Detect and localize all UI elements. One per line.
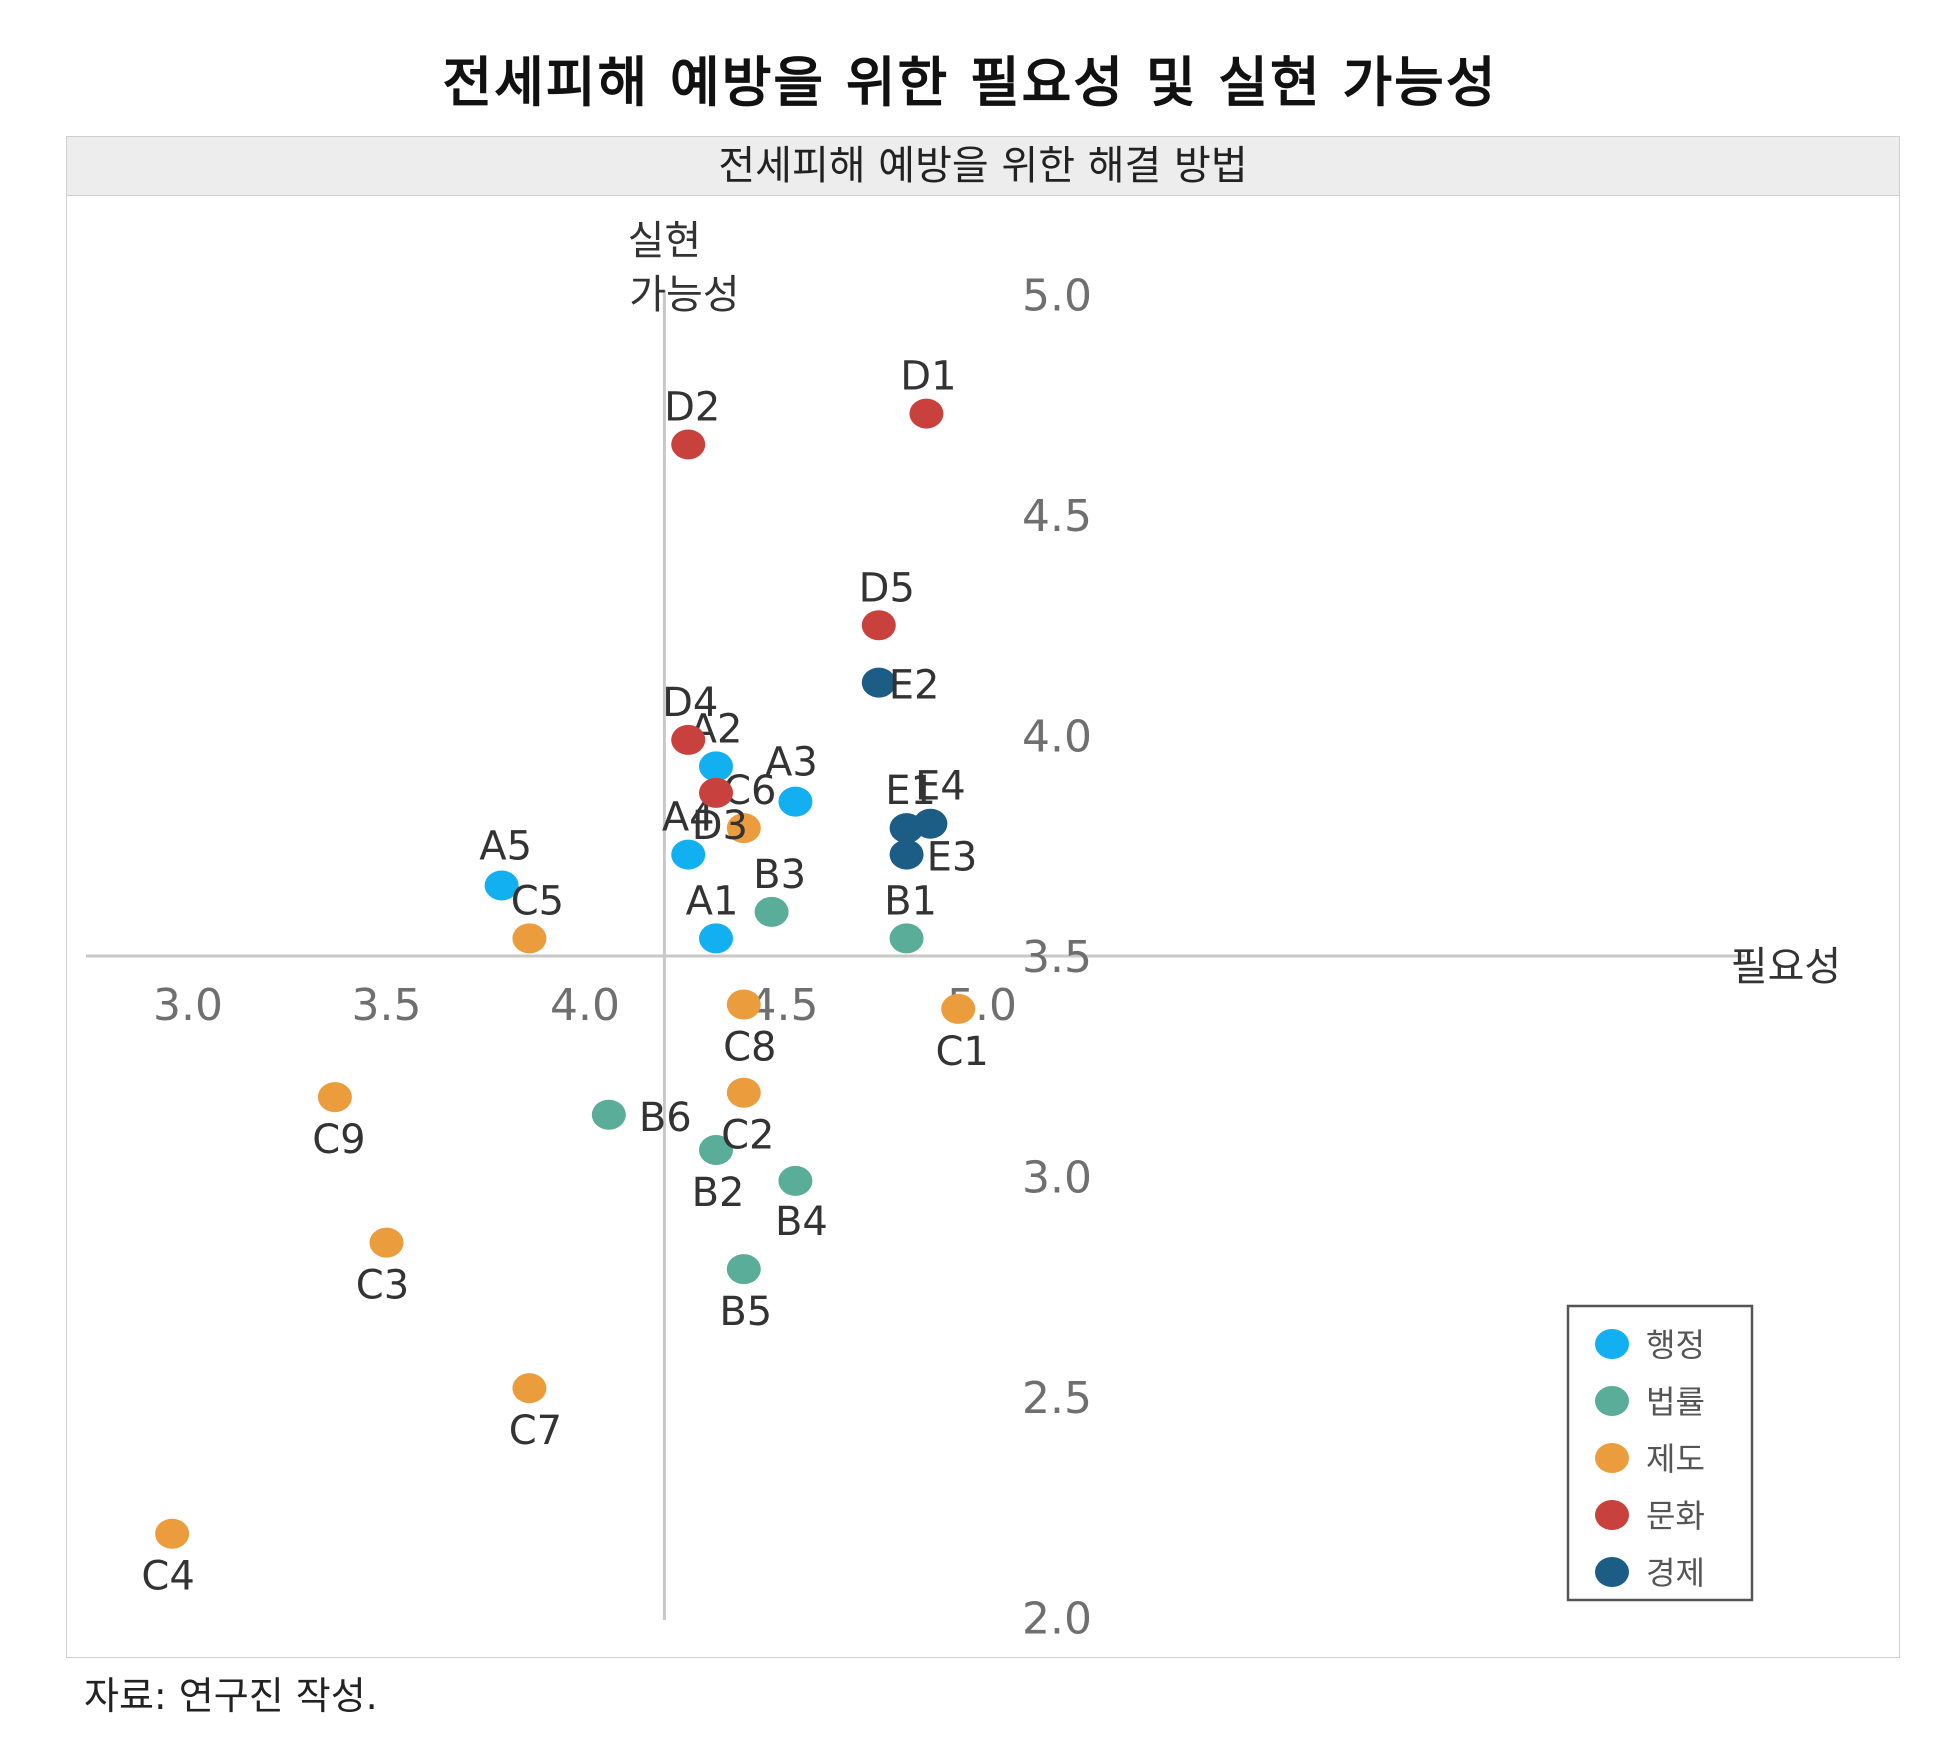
data-point-b2 [699, 1135, 734, 1166]
data-point-b1 [889, 923, 924, 954]
data-label-c4: C4 [141, 1554, 194, 1600]
data-point-b6 [591, 1099, 626, 1130]
y-tick-label: 2.5 [1022, 1373, 1092, 1424]
data-label-d3: D3 [692, 803, 748, 849]
data-point-c6 [726, 813, 761, 844]
data-point-c9 [317, 1082, 352, 1113]
data-label-b1: B1 [884, 878, 937, 924]
data-point-a3 [778, 786, 813, 817]
data-point-a5 [484, 870, 519, 901]
data-point-a4 [671, 839, 706, 870]
data-label-b3: B3 [753, 852, 806, 898]
data-point-d2 [671, 429, 706, 460]
legend-marker-3 [1595, 1443, 1629, 1473]
data-label-d4: D4 [662, 680, 718, 726]
data-label-e3: E3 [927, 835, 978, 881]
x-tick-label: 3.5 [352, 980, 422, 1031]
data-label-a5: A5 [479, 823, 532, 869]
data-point-c2 [726, 1077, 761, 1108]
data-label-d1: D1 [900, 354, 956, 400]
data-point-d4 [671, 724, 706, 755]
data-label-b4: B4 [775, 1199, 828, 1245]
data-point-c5 [512, 923, 547, 954]
data-point-c3 [369, 1227, 404, 1258]
data-label-d5: D5 [859, 565, 915, 611]
y-tick-label: 3.5 [1022, 932, 1092, 983]
legend-marker-5 [1595, 1557, 1629, 1587]
data-point-b3 [754, 896, 789, 927]
data-label-c9: C9 [312, 1117, 365, 1163]
data-point-b4 [778, 1165, 813, 1196]
data-label-b2: B2 [692, 1170, 745, 1216]
data-label-a3: A3 [765, 740, 818, 786]
legend-marker-2 [1595, 1386, 1629, 1416]
x-tick-label: 3.0 [153, 980, 223, 1031]
y-tick-label: 4.5 [1022, 491, 1092, 542]
data-point-c4 [155, 1518, 190, 1549]
y-axis-title-line2: 가능성 [629, 272, 739, 318]
data-label-c8: C8 [723, 1025, 776, 1071]
data-point-d5 [861, 610, 896, 641]
data-label-c5: C5 [511, 878, 564, 924]
legend-marker-1 [1595, 1329, 1629, 1359]
data-label-e4: E4 [915, 764, 966, 810]
data-point-a2 [699, 751, 734, 782]
legend-marker-4 [1595, 1500, 1629, 1530]
x-axis-title: 필요성 [1731, 944, 1841, 990]
data-label-e1: E1 [885, 768, 936, 814]
data-label-e2: E2 [889, 663, 940, 709]
data-label-c2: C2 [721, 1113, 774, 1159]
data-point-d1 [909, 398, 944, 429]
legend-label-1: 행정 [1646, 1326, 1705, 1364]
data-label-a1: A1 [686, 878, 739, 924]
data-label-c3: C3 [356, 1263, 409, 1309]
data-label-b5: B5 [719, 1289, 772, 1335]
source-note: 자료: 연구진 작성. [84, 1674, 378, 1718]
data-point-d3 [699, 777, 734, 808]
y-axis-title-line1: 실현 [628, 218, 702, 264]
legend-label-4: 문화 [1646, 1497, 1705, 1535]
y-tick-label: 5.0 [1022, 271, 1092, 322]
data-label-b6: B6 [639, 1095, 692, 1141]
data-point-e2 [861, 667, 896, 698]
x-tick-label: 4.0 [550, 980, 620, 1031]
data-point-c7 [512, 1373, 547, 1404]
chart-subtitle: 전세피해 예방을 위한 해결 방법 [67, 137, 1899, 196]
data-point-e4 [913, 808, 948, 839]
y-tick-label: 3.0 [1022, 1153, 1092, 1204]
data-point-c8 [726, 989, 761, 1020]
y-tick-label: 4.0 [1022, 712, 1092, 763]
data-point-c1 [941, 993, 976, 1024]
legend-label-2: 법률 [1646, 1383, 1705, 1421]
data-point-e3 [889, 839, 924, 870]
legend-label-3: 제도 [1646, 1440, 1705, 1478]
y-tick-label: 2.0 [1022, 1594, 1092, 1645]
data-label-c1: C1 [935, 1029, 988, 1075]
legend-label-5: 경제 [1646, 1554, 1705, 1592]
data-label-d2: D2 [664, 384, 720, 430]
data-point-a1 [699, 923, 734, 954]
page-title: 전세피해 예방을 위한 필요성 및 실현 가능성 [442, 51, 1498, 114]
data-point-b5 [726, 1254, 761, 1285]
data-label-c7: C7 [509, 1408, 562, 1454]
